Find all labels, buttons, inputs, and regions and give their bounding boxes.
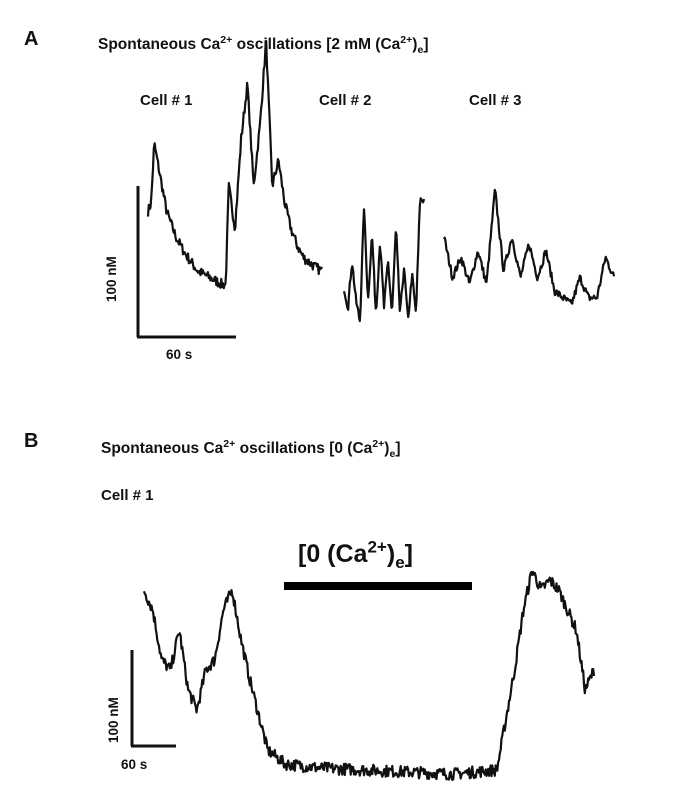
panel-b-title: Spontaneous Ca2+ oscillations [0 (Ca2+)e… (101, 437, 401, 461)
panel-letter-a: A (24, 28, 39, 50)
panel-b-cell-label: Cell # 1 (101, 487, 154, 504)
trace-a-cell-2 (342, 197, 426, 323)
cell-label-2: Cell # 2 (319, 92, 372, 109)
panel-letter-b: B (24, 430, 39, 452)
cell-label-3: Cell # 3 (469, 92, 522, 109)
panel-b-scale-x-label: 60 s (121, 757, 148, 772)
panel-a-scale-x-label: 60 s (166, 347, 193, 362)
trace-b-cell-1 (142, 570, 596, 782)
panel-a-title: Spontaneous Ca2+ oscillations [2 mM (Ca2… (98, 33, 429, 57)
condition-label: [0 (Ca2+)e] (298, 537, 413, 572)
cell-label-1: Cell # 1 (140, 92, 193, 109)
trace-a-cell-1 (146, 39, 323, 290)
trace-a-cell-3 (443, 188, 616, 305)
